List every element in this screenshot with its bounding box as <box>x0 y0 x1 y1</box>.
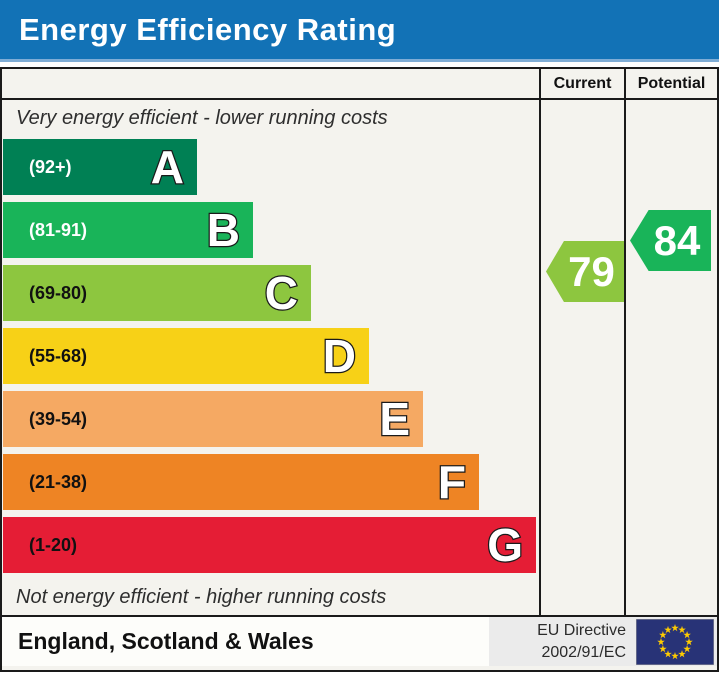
potential-rating-value: 84 <box>653 216 701 264</box>
band-range-label: (39-54) <box>29 408 88 429</box>
caption-very-efficient: Very energy efficient - lower running co… <box>16 107 388 129</box>
caption-not-efficient: Not energy efficient - higher running co… <box>16 586 387 608</box>
current-rating-column: 79 <box>541 100 626 615</box>
header-potential: Potential <box>637 74 706 92</box>
table-footer-row: England, Scotland & Wales EU Directive 2… <box>2 615 717 666</box>
band-row-e: (39-54) E <box>3 391 423 447</box>
page-title: Energy Efficiency Rating <box>19 11 397 47</box>
band-letter: E <box>378 392 411 447</box>
region-label: England, Scotland & Wales <box>18 628 314 654</box>
band-letter: G <box>486 518 524 573</box>
title-bar: Energy Efficiency Rating <box>0 0 719 62</box>
band-letter: A <box>150 140 186 195</box>
eu-flag-icon <box>636 618 714 665</box>
band-letter: B <box>206 203 242 258</box>
band-row-f: (21-38) F <box>3 454 479 510</box>
header-spacer-cell <box>2 69 541 98</box>
table-header-row: Current Potential <box>2 69 717 100</box>
eu-directive-text: EU Directive 2002/91/EC <box>537 620 626 662</box>
band-range-label: (81-91) <box>29 219 88 240</box>
table-body-row: Very energy efficient - lower running co… <box>2 100 717 615</box>
band-range-label: (69-80) <box>29 282 88 303</box>
potential-rating-column: 84 <box>626 100 717 615</box>
band-letter: F <box>437 455 468 510</box>
rating-table: Current Potential Very energy efficient … <box>0 67 719 672</box>
band-range-label: (1-20) <box>29 534 78 555</box>
band-letter: D <box>322 329 358 384</box>
band-row-c: (69-80) C <box>3 265 311 321</box>
eu-directive-line1: EU Directive <box>537 622 626 640</box>
band-letter: C <box>264 266 300 321</box>
header-current: Current <box>541 69 626 98</box>
band-range-label: (55-68) <box>29 345 88 366</box>
rating-scale-area: Very energy efficient - lower running co… <box>2 100 541 615</box>
potential-rating-arrow: 84 <box>630 210 711 271</box>
band-row-a: (92+) A <box>3 139 197 195</box>
current-rating-value: 79 <box>568 247 615 295</box>
band-row-b: (81-91) B <box>3 202 253 258</box>
band-row-g: (1-20) G <box>3 517 536 573</box>
current-rating-arrow: 79 <box>546 241 624 302</box>
eu-directive-line2: 2002/91/EC <box>541 643 626 661</box>
band-row-d: (55-68) D <box>3 328 369 384</box>
band-range-label: (92+) <box>29 156 72 177</box>
band-range-label: (21-38) <box>29 471 88 492</box>
